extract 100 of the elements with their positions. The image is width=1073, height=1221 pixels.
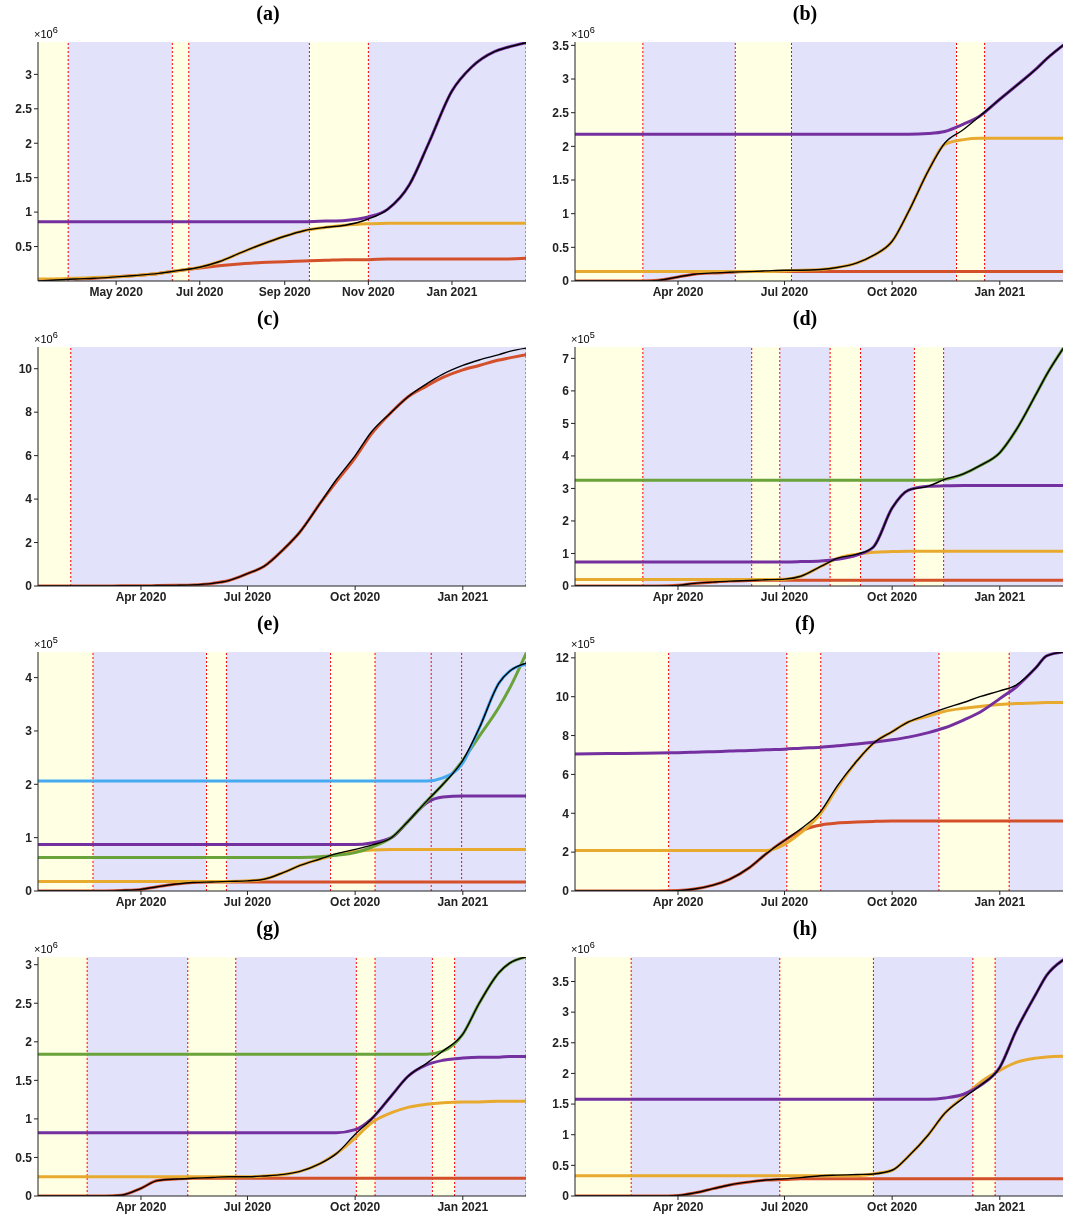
y-axis-title: ×10$^{5}$ xyxy=(34,635,58,650)
x-tick-label: Jan 2021 xyxy=(437,894,489,909)
y-axis-title: ×10$^{6}$ xyxy=(571,25,595,40)
y-tick-label: 2 xyxy=(25,1035,33,1050)
x-tick-label: Oct 2020 xyxy=(867,284,918,299)
x-tick-label: Oct 2020 xyxy=(330,589,381,604)
y-tick-label: 0 xyxy=(25,579,33,594)
y-tick-label: 0.5 xyxy=(15,1150,33,1165)
chart-title: (g) xyxy=(255,916,281,941)
y-tick-label: 0 xyxy=(25,1189,33,1204)
x-tick-label: Oct 2020 xyxy=(867,589,918,604)
chart-title: (e) xyxy=(255,611,281,636)
x-tick-label: Sep 2020 xyxy=(258,284,312,299)
y-tick-label: 3 xyxy=(562,1005,570,1020)
y-tick-label: 4 xyxy=(25,670,33,685)
y-tick-label: 2 xyxy=(25,136,33,151)
y-tick-label: 2 xyxy=(562,139,570,154)
x-tick-label: Jul 2020 xyxy=(223,589,272,604)
y-axis-title: ×10$^{6}$ xyxy=(34,940,58,955)
y-tick-label: 2 xyxy=(562,514,570,529)
x-tick-label: Jan 2021 xyxy=(974,1199,1026,1214)
y-tick-label: 1 xyxy=(562,206,570,221)
x-tick-label: Jan 2021 xyxy=(974,589,1026,604)
x-tick-label: Oct 2020 xyxy=(330,1199,381,1214)
y-tick-label: 10 xyxy=(555,689,570,704)
y-tick-label: 6 xyxy=(25,448,33,463)
y-tick-label: 3 xyxy=(25,724,33,739)
x-tick-label: Jul 2020 xyxy=(223,894,272,909)
x-tick-label: Oct 2020 xyxy=(867,894,918,909)
x-tick-label: Jan 2021 xyxy=(426,284,478,299)
x-tick-label: Jul 2020 xyxy=(176,284,224,299)
x-tick-label: Jul 2020 xyxy=(760,894,809,909)
y-tick-label: 1 xyxy=(25,205,33,220)
x-tick-label: Jan 2021 xyxy=(437,1199,489,1214)
y-tick-label: 2.5 xyxy=(552,105,570,120)
y-tick-label: 5 xyxy=(562,416,570,431)
chart-title: (h) xyxy=(791,916,819,941)
x-tick-label: May 2020 xyxy=(89,284,144,299)
y-tick-label: 2 xyxy=(562,1066,570,1081)
x-tick-label: Apr 2020 xyxy=(115,589,167,604)
y-tick-label: 3.5 xyxy=(552,38,570,53)
x-tick-label: Jan 2021 xyxy=(437,589,489,604)
y-tick-label: 1 xyxy=(25,1112,33,1127)
y-tick-label: 4 xyxy=(562,449,570,464)
y-tick-label: 1.5 xyxy=(552,173,570,188)
y-tick-label: 0.5 xyxy=(552,1158,570,1173)
x-tick-label: Oct 2020 xyxy=(330,894,381,909)
y-tick-label: 6 xyxy=(562,767,570,782)
y-tick-label: 6 xyxy=(562,384,570,399)
y-tick-label: 0.5 xyxy=(552,240,570,255)
x-tick-label: Jan 2021 xyxy=(974,284,1026,299)
y-tick-label: 8 xyxy=(25,405,33,420)
y-tick-label: 12 xyxy=(555,651,570,666)
y-tick-label: 1.5 xyxy=(552,1097,570,1112)
y-tick-label: 1 xyxy=(562,546,570,561)
y-axis-title: ×10$^{6}$ xyxy=(34,330,58,345)
y-tick-label: 0 xyxy=(562,1189,570,1204)
y-tick-label: 0.5 xyxy=(15,239,33,254)
y-tick-label: 4 xyxy=(562,806,570,821)
y-tick-label: 2.5 xyxy=(15,996,33,1011)
y-tick-label: 0 xyxy=(562,274,570,289)
x-tick-label: Jul 2020 xyxy=(760,284,809,299)
x-tick-label: Apr 2020 xyxy=(652,589,704,604)
chart-title: (b) xyxy=(791,1,819,26)
x-tick-label: Apr 2020 xyxy=(115,1199,167,1214)
y-axis-title: ×10$^{5}$ xyxy=(571,635,595,650)
y-tick-label: 2 xyxy=(25,535,33,550)
x-tick-label: Jul 2020 xyxy=(760,589,809,604)
chart-title: (f) xyxy=(794,611,816,636)
y-tick-label: 0 xyxy=(562,884,570,899)
x-tick-label: Jul 2020 xyxy=(760,1199,809,1214)
y-axis-title: ×10$^{6}$ xyxy=(34,25,58,40)
y-tick-label: 3 xyxy=(562,481,570,496)
y-axis-title: ×10$^{5}$ xyxy=(571,330,595,345)
y-tick-label: 3 xyxy=(25,957,33,972)
chart-title: (a) xyxy=(255,1,281,26)
x-tick-label: Apr 2020 xyxy=(115,894,167,909)
y-tick-label: 3 xyxy=(25,67,33,82)
x-tick-label: Apr 2020 xyxy=(652,284,704,299)
x-tick-label: Apr 2020 xyxy=(652,1199,704,1214)
x-tick-label: Oct 2020 xyxy=(867,1199,918,1214)
y-tick-label: 3.5 xyxy=(552,974,570,989)
y-tick-label: 2.5 xyxy=(15,102,33,117)
y-tick-label: 7 xyxy=(562,351,570,366)
y-tick-label: 2.5 xyxy=(552,1036,570,1051)
x-tick-label: Apr 2020 xyxy=(652,894,704,909)
y-tick-label: 10 xyxy=(18,361,33,376)
y-axis-title: ×10$^{6}$ xyxy=(571,940,595,955)
y-tick-label: 1 xyxy=(25,830,33,845)
y-tick-label: 0 xyxy=(25,884,33,899)
y-tick-label: 0 xyxy=(562,579,570,594)
y-tick-label: 2 xyxy=(562,845,570,860)
y-tick-label: 4 xyxy=(25,492,33,507)
y-tick-label: 8 xyxy=(562,728,570,743)
y-tick-label: 1 xyxy=(562,1127,570,1142)
chart-title: (d) xyxy=(791,306,819,331)
x-tick-label: Jan 2021 xyxy=(974,894,1026,909)
x-tick-label: Jul 2020 xyxy=(223,1199,272,1214)
chart-title: (c) xyxy=(255,306,281,331)
y-tick-label: 1.5 xyxy=(15,1073,33,1088)
